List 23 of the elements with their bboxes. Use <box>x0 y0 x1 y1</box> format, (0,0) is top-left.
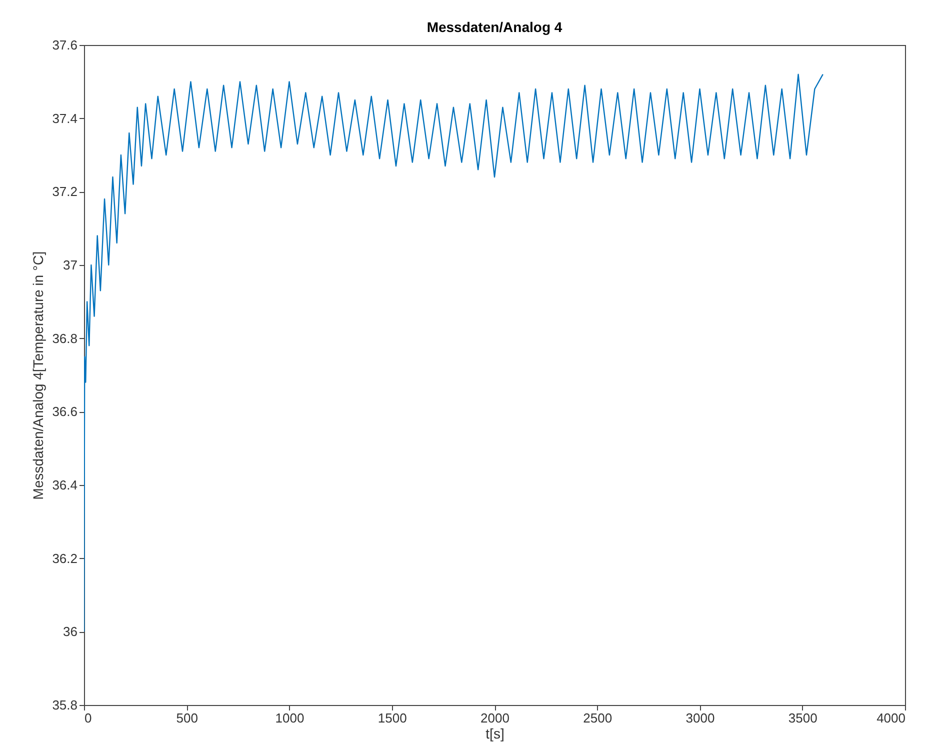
y-tick-label: 35.8 <box>52 698 78 712</box>
x-tick-label: 4000 <box>876 710 906 726</box>
y-tick-label: 37.6 <box>52 38 78 52</box>
y-tick-label: 37 <box>63 258 78 272</box>
x-axis-title: t[s] <box>486 726 504 742</box>
x-tick-label: 500 <box>176 710 198 726</box>
x-tick-label: 3500 <box>788 710 818 726</box>
y-tick-label: 36.6 <box>52 404 78 420</box>
y-tick-label: 37.4 <box>52 110 78 126</box>
y-tick-label: 36 <box>63 624 78 640</box>
x-tick-label: 2000 <box>480 710 510 726</box>
y-axis-title: Messdaten/Analog 4[Temperature in °C] <box>30 251 46 500</box>
chart-title: Messdaten/Analog 4 <box>426 19 562 35</box>
line-series <box>84 74 824 632</box>
x-tick-label: 3000 <box>686 710 715 726</box>
y-tick-label: 37.2 <box>52 184 78 200</box>
y-tick-label: 36.2 <box>52 550 78 566</box>
x-tick-label: 0 <box>84 710 92 726</box>
x-tick-label: 1500 <box>378 710 407 726</box>
y-tick-label: 36.4 <box>52 478 78 492</box>
x-tick-label: 2500 <box>583 710 612 726</box>
y-tick-label: 36.8 <box>52 330 78 346</box>
x-tick-label: 1000 <box>275 710 304 726</box>
